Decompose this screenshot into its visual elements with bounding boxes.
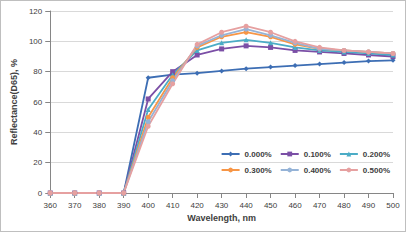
svg-text:100: 100	[29, 37, 43, 46]
svg-text:420: 420	[190, 201, 204, 210]
svg-text:Reflectance(D65), %: Reflectance(D65), %	[9, 59, 19, 145]
svg-text:60: 60	[33, 98, 42, 107]
svg-text:360: 360	[44, 201, 58, 210]
svg-text:430: 430	[215, 201, 229, 210]
svg-text:370: 370	[68, 201, 82, 210]
svg-text:470: 470	[313, 201, 327, 210]
svg-text:410: 410	[166, 201, 180, 210]
svg-text:480: 480	[337, 201, 351, 210]
svg-text:0.400%: 0.400%	[304, 166, 331, 175]
svg-text:0.500%: 0.500%	[363, 166, 390, 175]
svg-text:500: 500	[386, 201, 400, 210]
svg-text:80: 80	[33, 67, 42, 76]
svg-text:20: 20	[33, 158, 42, 167]
svg-text:0.200%: 0.200%	[363, 150, 390, 159]
svg-text:0.300%: 0.300%	[245, 166, 272, 175]
svg-text:390: 390	[117, 201, 131, 210]
svg-text:440: 440	[239, 201, 253, 210]
svg-text:120: 120	[29, 7, 43, 16]
svg-text:490: 490	[362, 201, 376, 210]
svg-text:0.100%: 0.100%	[304, 150, 331, 159]
svg-text:40: 40	[33, 128, 42, 137]
svg-text:Wavelength, nm: Wavelength, nm	[187, 213, 256, 223]
svg-text:0: 0	[38, 189, 43, 198]
svg-text:380: 380	[93, 201, 107, 210]
svg-text:400: 400	[141, 201, 155, 210]
svg-text:450: 450	[264, 201, 278, 210]
svg-text:0.000%: 0.000%	[245, 150, 272, 159]
svg-text:460: 460	[288, 201, 302, 210]
